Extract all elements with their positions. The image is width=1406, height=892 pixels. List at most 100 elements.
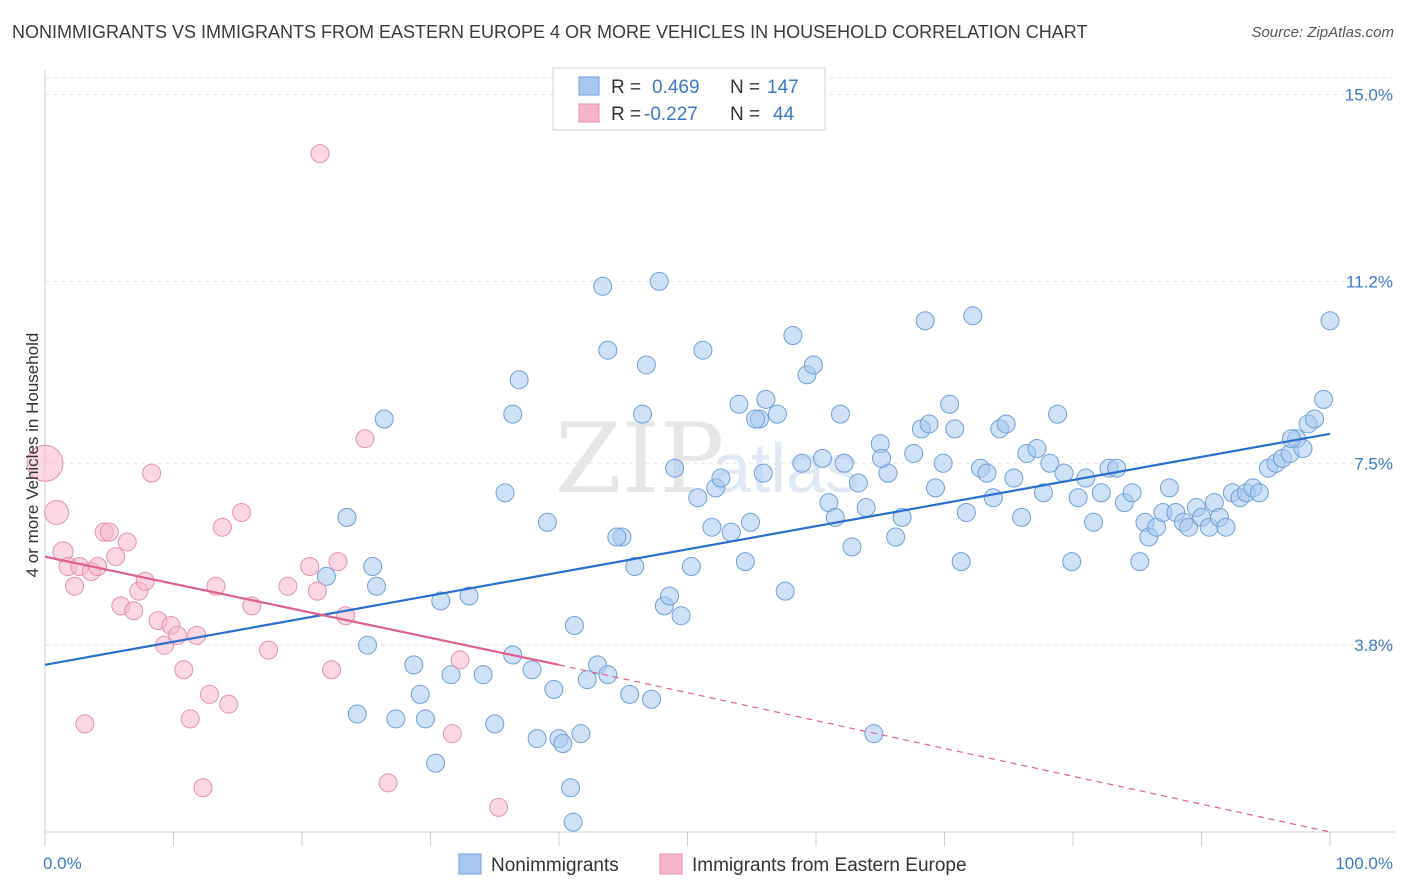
y-tick-label: 7.5% bbox=[1354, 454, 1393, 473]
data-point bbox=[746, 409, 766, 429]
data-point bbox=[963, 306, 983, 326]
data-point bbox=[872, 448, 892, 468]
data-point bbox=[926, 478, 946, 498]
data-point bbox=[1107, 458, 1127, 478]
data-point bbox=[174, 660, 194, 680]
data-point bbox=[75, 714, 95, 734]
legend-n-value: 44 bbox=[773, 104, 795, 125]
data-point bbox=[473, 665, 493, 685]
data-point bbox=[945, 419, 965, 439]
data-point bbox=[328, 552, 348, 572]
y-axis-label: 4 or more Vehicles in Household bbox=[23, 333, 42, 578]
data-point bbox=[886, 527, 906, 547]
data-point bbox=[1159, 478, 1179, 498]
data-point bbox=[1033, 483, 1053, 503]
data-point bbox=[495, 483, 515, 503]
data-point bbox=[977, 463, 997, 483]
legend-swatch-blue bbox=[578, 76, 600, 96]
data-point bbox=[1179, 517, 1199, 537]
data-point bbox=[702, 517, 722, 537]
legend-n-value: 147 bbox=[767, 77, 799, 98]
data-point bbox=[740, 512, 760, 532]
data-point bbox=[404, 655, 424, 675]
data-point bbox=[842, 537, 862, 557]
data-point bbox=[99, 522, 119, 542]
data-point bbox=[642, 689, 662, 709]
bottom-legend: Nonimmigrants Immigrants from Eastern Eu… bbox=[458, 853, 967, 876]
data-point bbox=[598, 340, 618, 360]
data-point bbox=[665, 458, 685, 478]
data-point bbox=[563, 812, 583, 832]
trend-line bbox=[44, 432, 1331, 666]
y-tick-labels: 3.8% 7.5% 11.2% 15.0% bbox=[1345, 86, 1393, 656]
data-point bbox=[564, 616, 584, 636]
data-point bbox=[232, 502, 252, 522]
series-nonimmigrants bbox=[316, 271, 1340, 832]
data-point bbox=[636, 355, 656, 375]
data-point bbox=[721, 522, 741, 542]
series-immigrants-eastern-europe bbox=[26, 144, 509, 817]
data-point bbox=[892, 507, 912, 527]
data-point bbox=[415, 709, 435, 729]
data-point bbox=[633, 404, 653, 424]
legend-n-label: N = bbox=[730, 77, 760, 98]
data-point bbox=[956, 502, 976, 522]
data-point bbox=[367, 576, 387, 596]
data-point bbox=[278, 576, 298, 596]
data-point bbox=[199, 684, 219, 704]
trend-line-extension bbox=[558, 664, 1331, 833]
data-point bbox=[783, 325, 803, 345]
data-point bbox=[729, 394, 749, 414]
data-point bbox=[310, 144, 330, 164]
data-point bbox=[442, 724, 462, 744]
data-point bbox=[753, 463, 773, 483]
data-point bbox=[951, 552, 971, 572]
grid bbox=[45, 77, 1395, 646]
data-point bbox=[522, 660, 542, 680]
data-point bbox=[431, 591, 451, 611]
data-point bbox=[848, 473, 868, 493]
data-point bbox=[355, 429, 375, 449]
legend: R = 0.469 N = 147 R = -0.227 N = 44 bbox=[552, 67, 826, 131]
data-point bbox=[1027, 439, 1047, 459]
data-point bbox=[915, 311, 935, 331]
data-point bbox=[812, 448, 832, 468]
legend-r-label: R = bbox=[611, 104, 641, 125]
data-point bbox=[135, 571, 155, 591]
data-point bbox=[337, 507, 357, 527]
data-point bbox=[322, 660, 342, 680]
data-point bbox=[1320, 311, 1340, 331]
x-tick-labels: 0.0% 100.0% bbox=[43, 854, 1393, 873]
data-point bbox=[983, 488, 1003, 508]
legend-r-label: R = bbox=[611, 77, 641, 98]
data-point bbox=[489, 797, 509, 817]
data-point bbox=[756, 389, 776, 409]
data-point bbox=[374, 409, 394, 429]
data-point bbox=[509, 370, 529, 390]
data-point bbox=[358, 635, 378, 655]
data-point bbox=[307, 581, 327, 601]
data-point bbox=[259, 640, 279, 660]
data-point bbox=[607, 527, 627, 547]
y-tick-label: 3.8% bbox=[1354, 636, 1393, 655]
data-point bbox=[410, 684, 430, 704]
data-point bbox=[300, 557, 320, 577]
data-point bbox=[1249, 483, 1269, 503]
bottom-legend-label: Immigrants from Eastern Europe bbox=[692, 855, 967, 876]
data-point bbox=[378, 773, 398, 793]
y-tick-label: 15.0% bbox=[1345, 86, 1393, 105]
data-point bbox=[1091, 483, 1111, 503]
data-point bbox=[940, 394, 960, 414]
data-point bbox=[649, 271, 669, 291]
chart-title: NONIMMIGRANTS VS IMMIGRANTS FROM EASTERN… bbox=[12, 22, 1088, 42]
data-point bbox=[711, 468, 731, 488]
source-label: Source: ZipAtlas.com bbox=[1251, 24, 1394, 41]
data-point bbox=[124, 601, 144, 621]
data-point bbox=[598, 665, 618, 685]
data-point bbox=[803, 355, 823, 375]
data-point bbox=[117, 532, 137, 552]
data-point bbox=[459, 586, 479, 606]
data-point bbox=[386, 709, 406, 729]
data-point bbox=[904, 443, 924, 463]
